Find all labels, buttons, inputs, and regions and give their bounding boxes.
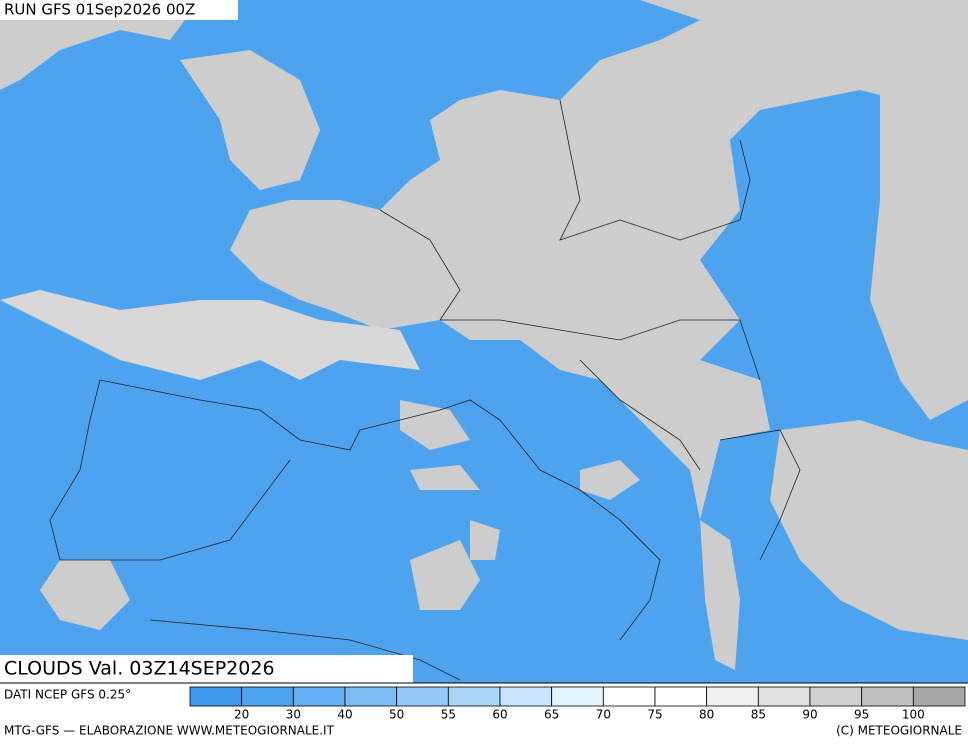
copyright-label: (C) METEOGIORNALE	[836, 724, 962, 738]
colorbar-segment	[551, 686, 604, 707]
label-box	[0, 655, 413, 683]
colorbar-tick-label: 60	[492, 708, 507, 722]
colorbar-tick-label: 95	[854, 708, 869, 722]
colorbar-segment	[189, 686, 243, 707]
colorbar-segment	[861, 686, 914, 707]
colorbar-segment	[809, 686, 863, 707]
colorbar-tick-label: 40	[337, 708, 352, 722]
colorbar-tick-label: 20	[234, 708, 249, 722]
colorbar-segment	[912, 686, 966, 707]
colorbar: 20 30 40 50 55 60 65 70 75 80 85 90 95 100	[189, 686, 966, 722]
colorbar-segment	[396, 686, 449, 707]
colorbar-segment	[499, 686, 553, 707]
map	[0, 0, 968, 683]
colorbar-tick-label: 50	[389, 708, 404, 722]
colorbar-segment	[447, 686, 501, 707]
colorbar-segment	[292, 686, 346, 707]
source-label: DATI NCEP GFS 0.25°	[4, 688, 131, 702]
colorbar-segment	[706, 686, 759, 707]
colorbar-tick-label: 85	[751, 708, 766, 722]
colorbar-segment	[602, 686, 656, 707]
colorbar-segment	[757, 686, 811, 707]
colorbar-tick-label: 100	[902, 708, 925, 722]
colorbar-segment	[654, 686, 708, 707]
colorbar-tick-label: 80	[699, 708, 714, 722]
run-box	[0, 0, 238, 20]
colorbar-tick-label: 90	[802, 708, 817, 722]
map-label: CLOUDS Val. 03Z14SEP2026	[4, 658, 275, 680]
colorbar-tick-label: 65	[544, 708, 559, 722]
colorbar-segment	[241, 686, 294, 707]
borders	[49, 99, 801, 681]
colorbar-segment	[344, 686, 398, 707]
credit-label: MTG-GFS — ELABORAZIONE WWW.METEOGIORNALE…	[4, 724, 335, 738]
colorbar-tick-label: 70	[596, 708, 611, 722]
colorbar-tick-label: 55	[441, 708, 456, 722]
colorbar-tick-label: 30	[286, 708, 301, 722]
colorbar-tick-label: 75	[647, 708, 662, 722]
cloud-areas	[0, 0, 968, 670]
run-label: RUN GFS 01Sep2026 00Z	[4, 1, 195, 19]
